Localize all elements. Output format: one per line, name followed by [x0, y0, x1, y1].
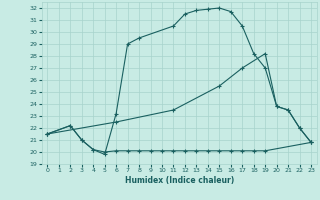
X-axis label: Humidex (Indice chaleur): Humidex (Indice chaleur): [124, 176, 234, 185]
